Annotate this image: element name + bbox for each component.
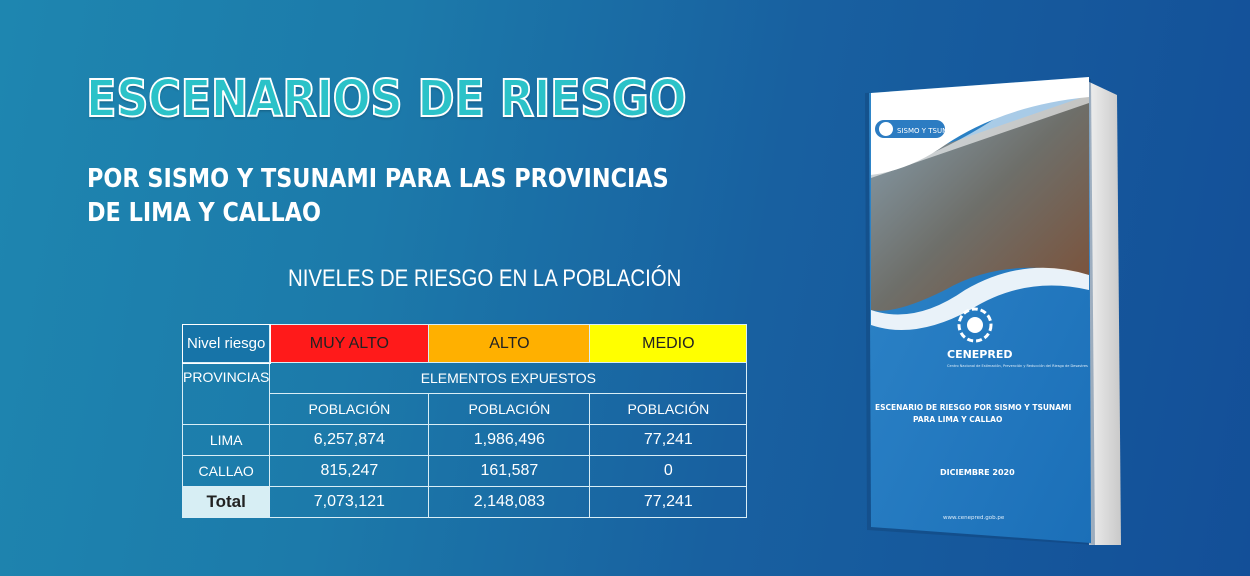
row-label-lima: LIMA xyxy=(181,424,271,456)
level-alto: ALTO xyxy=(428,324,591,363)
cover-org-name: CENEPRED xyxy=(947,348,1012,361)
row-label-total: Total xyxy=(181,486,271,518)
table-cell: 6,257,874 xyxy=(269,424,430,456)
provincias-label: PROVINCIAS xyxy=(181,362,271,425)
elementos-expuestos-label: ELEMENTOS EXPUESTOS xyxy=(269,362,748,394)
table-row: POBLACIÓN POBLACIÓN POBLACIÓN xyxy=(183,393,748,425)
table-row: LIMA 6,257,874 1,986,496 77,241 xyxy=(181,424,748,456)
table-cell: 0 xyxy=(589,455,748,487)
table-cell: 2,148,083 xyxy=(428,486,591,518)
level-medio: MEDIO xyxy=(589,324,748,363)
cover-title: ESCENARIO DE RIESGO POR SISMO Y TSUNAMI … xyxy=(875,403,1074,424)
table-cell: 77,241 xyxy=(589,424,748,456)
nivel-riesgo-label: Nivel riesgo xyxy=(181,323,271,364)
cover-date: DICIEMBRE 2020 xyxy=(940,468,1015,477)
table-row: PROVINCIAS ELEMENTOS EXPUESTOS xyxy=(181,362,748,425)
risk-table: Nivel riesgo MUY ALTO ALTO MEDIO PROVINC… xyxy=(181,323,748,518)
table-cell: 7,073,121 xyxy=(269,486,430,518)
poblacion-header: POBLACIÓN xyxy=(269,393,430,425)
table-row: CALLAO 815,247 161,587 0 xyxy=(181,455,748,487)
table-cell: 161,587 xyxy=(428,455,591,487)
row-label-callao: CALLAO xyxy=(181,455,271,487)
cover-org-subtitle: Centro Nacional de Estimación, Prevenció… xyxy=(947,364,1088,368)
main-title: ESCENARIOS DE RIESGO xyxy=(85,69,687,130)
table-cell: 815,247 xyxy=(269,455,430,487)
cover-title-text: ESCENARIO DE RIESGO POR SISMO Y TSUNAMI xyxy=(875,403,1071,412)
subtitle: POR SISMO Y TSUNAMI PARA LAS PROVINCIAS … xyxy=(87,164,669,228)
table-row: Nivel riesgo MUY ALTO ALTO MEDIO xyxy=(181,323,748,364)
cover-badge-text: SISMO Y TSUNAMI xyxy=(897,127,960,135)
report-cover-image: SISMO Y TSUNAMI CENEPRED Centro Nacional… xyxy=(865,77,1121,545)
table-row: Total 7,073,121 2,148,083 77,241 xyxy=(181,486,748,518)
table-title: NIVELES DE RIESGO EN LA POBLACIÓN xyxy=(288,265,682,292)
poblacion-header: POBLACIÓN xyxy=(428,393,591,425)
poblacion-header: POBLACIÓN xyxy=(589,393,748,425)
cover-url: www.cenepred.gob.pe xyxy=(943,515,1005,521)
level-muy-alto: MUY ALTO xyxy=(269,324,430,363)
table-cell: 1,986,496 xyxy=(428,424,591,456)
table-cell: 77,241 xyxy=(589,486,748,518)
cover-title-line-2: PARA LIMA Y CALLAO xyxy=(913,415,1002,424)
